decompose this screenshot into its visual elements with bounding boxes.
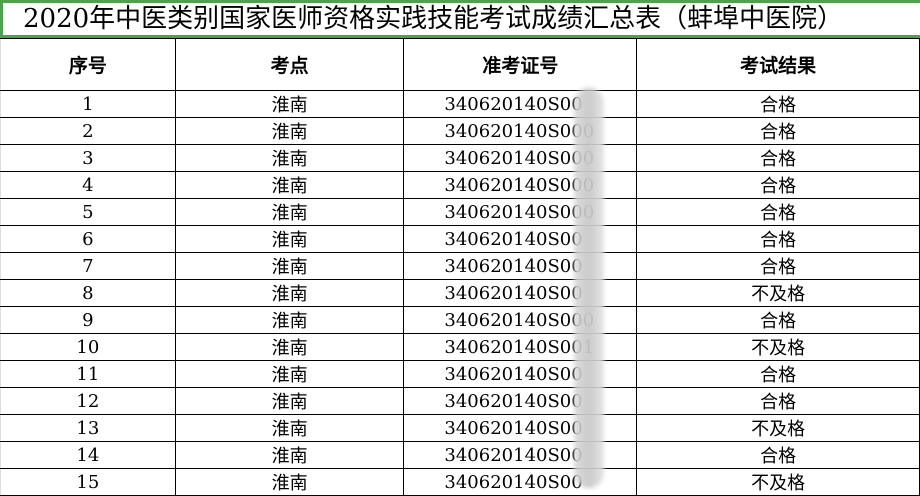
cell-result[interactable]: 合格 (636, 441, 920, 469)
cell-result[interactable]: 合格 (636, 144, 920, 172)
cell-exam-site[interactable]: 淮南 (174, 387, 405, 415)
cell-index[interactable]: 10 (0, 333, 176, 361)
cell-result[interactable]: 合格 (636, 387, 920, 415)
header-index[interactable]: 序号 (0, 38, 176, 91)
table-row: 12 淮南 340620140S00 合格 (0, 387, 920, 415)
cell-exam-site[interactable]: 淮南 (174, 279, 405, 307)
header-result[interactable]: 考试结果 (636, 38, 920, 91)
cell-exam-site[interactable]: 淮南 (174, 198, 405, 226)
sheet-title: 2020年中医类别国家医师资格实践技能考试成绩汇总表（蚌埠中医院） (0, 0, 920, 38)
cell-result[interactable]: 合格 (636, 90, 920, 118)
header-ticket-number[interactable]: 准考证号 (403, 38, 638, 91)
cell-result[interactable]: 合格 (636, 360, 920, 388)
table-row: 3 淮南 340620140S000 合格 (0, 144, 920, 172)
cell-result[interactable]: 合格 (636, 252, 920, 280)
cell-index[interactable]: 15 (0, 468, 176, 496)
cell-exam-site[interactable]: 淮南 (174, 414, 405, 442)
table-row: 11 淮南 340620140S00 合格 (0, 360, 920, 388)
cell-index[interactable]: 14 (0, 441, 176, 469)
cell-result[interactable]: 不及格 (636, 333, 920, 361)
cell-index[interactable]: 5 (0, 198, 176, 226)
cell-index[interactable]: 11 (0, 360, 176, 388)
table-row: 1 淮南 340620140S00 合格 (0, 90, 920, 118)
cell-index[interactable]: 12 (0, 387, 176, 415)
cell-ticket-number[interactable]: 340620140S00 (403, 414, 638, 442)
redaction-blur (574, 88, 604, 488)
cell-index[interactable]: 4 (0, 171, 176, 199)
cell-exam-site[interactable]: 淮南 (174, 117, 405, 145)
cell-result[interactable]: 不及格 (636, 279, 920, 307)
table-row: 6 淮南 340620140S00 合格 (0, 225, 920, 253)
table-row: 5 淮南 340620140S000 合格 (0, 198, 920, 226)
cell-result[interactable]: 合格 (636, 198, 920, 226)
cell-index[interactable]: 13 (0, 414, 176, 442)
header-exam-site[interactable]: 考点 (174, 38, 405, 91)
cell-exam-site[interactable]: 淮南 (174, 225, 405, 253)
cell-result[interactable]: 不及格 (636, 468, 920, 496)
table-row: 7 淮南 340620140S00 合格 (0, 252, 920, 280)
cell-index[interactable]: 9 (0, 306, 176, 334)
cell-index[interactable]: 6 (0, 225, 176, 253)
cell-exam-site[interactable]: 淮南 (174, 360, 405, 388)
results-table: 序号 考点 准考证号 考试结果 1 淮南 340620140S00 合格 2 淮南 3406… (0, 38, 920, 496)
cell-result[interactable]: 合格 (636, 306, 920, 334)
cell-exam-site[interactable]: 淮南 (174, 333, 405, 361)
table-row: 10 淮南 340620140S001 不及格 (0, 333, 920, 361)
table-row: 14 淮南 340620140S00 合格 (0, 441, 920, 469)
cell-index[interactable]: 8 (0, 279, 176, 307)
cell-exam-site[interactable]: 淮南 (174, 252, 405, 280)
table-row: 8 淮南 340620140S00 不及格 (0, 279, 920, 307)
cell-exam-site[interactable]: 淮南 (174, 441, 405, 469)
cell-result[interactable]: 不及格 (636, 414, 920, 442)
table-row: 4 淮南 340620140S000 合格 (0, 171, 920, 199)
table-row: 15 淮南 340620140S00 不及格 (0, 468, 920, 496)
cell-exam-site[interactable]: 淮南 (174, 171, 405, 199)
cell-index[interactable]: 1 (0, 90, 176, 118)
cell-result[interactable]: 合格 (636, 171, 920, 199)
cell-result[interactable]: 合格 (636, 225, 920, 253)
cell-exam-site[interactable]: 淮南 (174, 90, 405, 118)
table-row: 13 淮南 340620140S00 不及格 (0, 414, 920, 442)
cell-index[interactable]: 7 (0, 252, 176, 280)
cell-index[interactable]: 2 (0, 117, 176, 145)
cell-index[interactable]: 3 (0, 144, 176, 172)
cell-exam-site[interactable]: 淮南 (174, 468, 405, 496)
cell-result[interactable]: 合格 (636, 117, 920, 145)
header-row: 序号 考点 准考证号 考试结果 (0, 38, 920, 91)
cell-exam-site[interactable]: 淮南 (174, 144, 405, 172)
table-row: 2 淮南 340620140S000 合格 (0, 117, 920, 145)
cell-exam-site[interactable]: 淮南 (174, 306, 405, 334)
table-row: 9 淮南 340620140S000 合格 (0, 306, 920, 334)
